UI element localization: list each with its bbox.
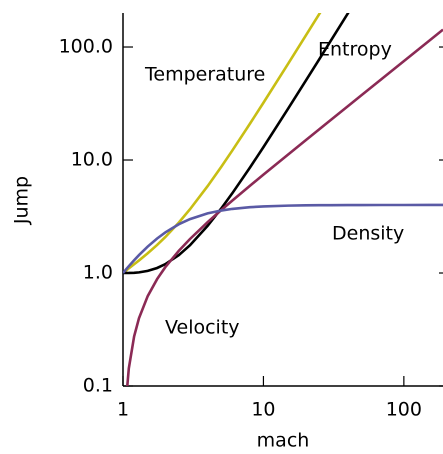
- y-tick-label: 0.1: [83, 375, 113, 397]
- series-line: [123, 13, 322, 275]
- y-axis-label: Jump: [11, 176, 33, 225]
- series-label: Velocity: [165, 317, 240, 339]
- series-line: [125, 28, 443, 386]
- y-tick-label: 100.0: [59, 36, 113, 58]
- x-tick-label: 1: [117, 399, 129, 421]
- series-label: Temperature: [144, 64, 265, 86]
- y-tick-label: 1.0: [83, 262, 113, 284]
- series-line: [123, 203, 443, 274]
- y-tick-label: 10.0: [71, 149, 113, 171]
- x-tick-label: 100: [386, 399, 422, 421]
- series-line: [123, 13, 350, 275]
- x-axis-label: mach: [257, 430, 310, 452]
- series-label: Density: [332, 223, 404, 245]
- series-label: Entropy: [318, 39, 392, 61]
- x-tick-label: 10: [251, 399, 275, 421]
- plot-area: [123, 13, 443, 386]
